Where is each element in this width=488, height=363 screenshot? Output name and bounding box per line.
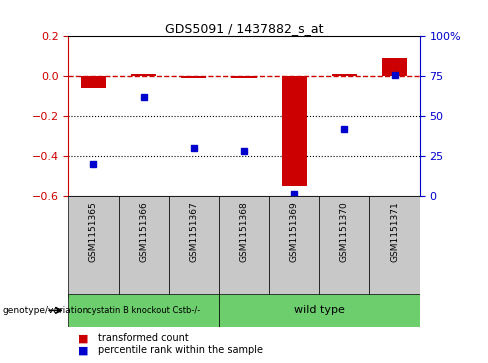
Bar [382, 58, 407, 76]
Bar [319, 196, 369, 298]
Text: GSM1151371: GSM1151371 [390, 201, 399, 262]
Bar [219, 294, 420, 327]
Bar [332, 74, 357, 76]
Text: cystatin B knockout Cstb-/-: cystatin B knockout Cstb-/- [87, 306, 200, 315]
Text: GSM1151368: GSM1151368 [240, 201, 248, 262]
Title: GDS5091 / 1437882_s_at: GDS5091 / 1437882_s_at [165, 22, 323, 35]
Bar [369, 196, 420, 298]
Bar [81, 76, 106, 88]
Text: GSM1151369: GSM1151369 [290, 201, 299, 262]
Bar [131, 74, 156, 76]
Bar [219, 196, 269, 298]
Text: GSM1151365: GSM1151365 [89, 201, 98, 262]
Text: GSM1151367: GSM1151367 [189, 201, 198, 262]
Bar [68, 196, 119, 298]
Bar [282, 76, 307, 186]
Bar [231, 76, 257, 78]
Text: ■: ■ [78, 333, 89, 343]
Text: wild type: wild type [294, 305, 345, 315]
Text: percentile rank within the sample: percentile rank within the sample [98, 345, 263, 355]
Bar [68, 294, 219, 327]
Text: GSM1151370: GSM1151370 [340, 201, 349, 262]
Text: ■: ■ [78, 345, 89, 355]
Text: GSM1151366: GSM1151366 [139, 201, 148, 262]
Text: transformed count: transformed count [98, 333, 188, 343]
Bar [119, 196, 169, 298]
Bar [269, 196, 319, 298]
Bar [181, 76, 206, 78]
Text: genotype/variation: genotype/variation [2, 306, 89, 315]
Bar [169, 196, 219, 298]
